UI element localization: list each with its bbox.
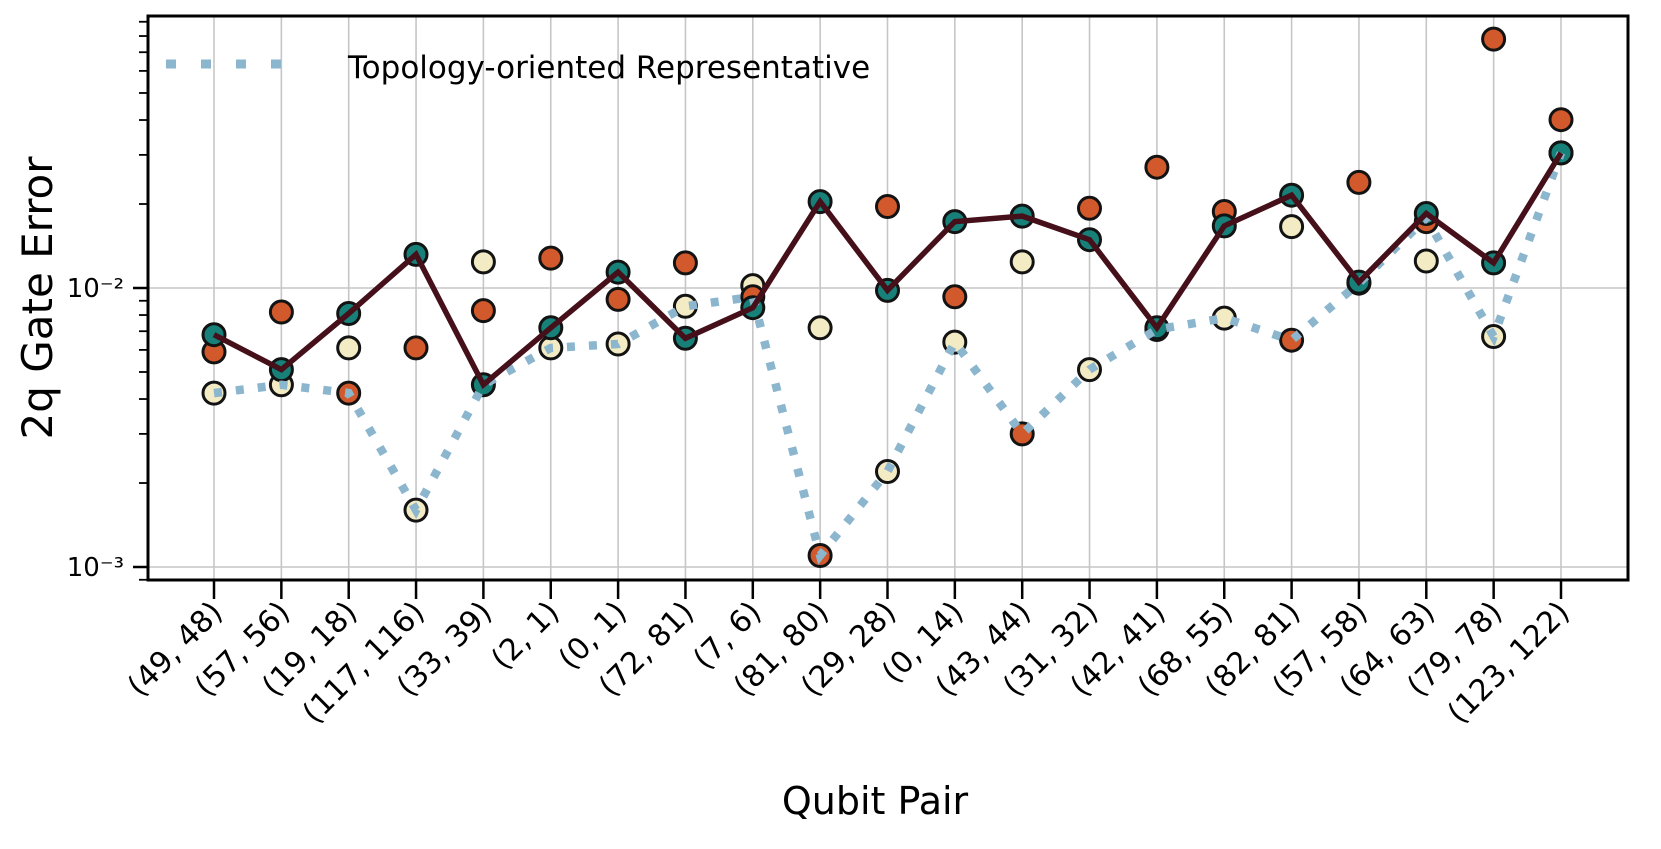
series-teal-markers-solid-line-line (212, 151, 1564, 390)
legend-label: Topology-oriented Representative (347, 50, 870, 86)
data-point (538, 245, 564, 271)
data-point (268, 299, 294, 325)
y-tick-label: 10⁻³ (67, 553, 124, 583)
x-axis-title: Qubit Pair (782, 779, 969, 823)
data-point (875, 194, 900, 219)
series-layer (201, 26, 1574, 568)
data-point (1413, 248, 1439, 274)
data-point (942, 284, 968, 310)
data-point (403, 335, 429, 361)
data-point (672, 250, 698, 276)
data-point (1346, 169, 1372, 195)
data-point (1548, 107, 1574, 133)
legend: Topology-oriented Representative (166, 50, 870, 86)
data-point (807, 315, 833, 341)
data-point (1481, 26, 1507, 52)
data-point (1279, 214, 1305, 240)
data-point (1144, 154, 1170, 180)
data-point (1279, 327, 1305, 353)
data-point (1009, 249, 1035, 275)
tick-labels: (49, 48)(57, 56)(19, 18)(117, 116)(33, 3… (67, 274, 1577, 731)
axes-layer (133, 14, 1630, 599)
data-point (1077, 195, 1102, 221)
x-tick-label: (2, 1) (485, 595, 567, 677)
data-point (470, 249, 496, 275)
y-tick-label: 10⁻² (67, 274, 124, 304)
gridlines (148, 16, 1628, 580)
y-axis-title: 2q Gate Error (13, 156, 62, 440)
data-point (470, 298, 496, 324)
data-point (605, 286, 631, 312)
data-point (336, 335, 362, 361)
